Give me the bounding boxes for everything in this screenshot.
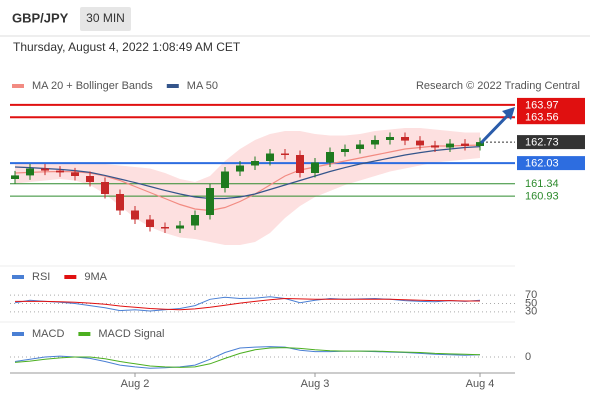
x-tick-label: Aug 4 <box>466 378 495 390</box>
candle-body <box>371 140 379 145</box>
candle-body <box>56 170 64 173</box>
timestamp: Thursday, August 4, 2022 1:08:49 AM CET <box>13 40 241 54</box>
y-tick-label: 50 <box>525 297 537 309</box>
candle-body <box>71 172 79 176</box>
indicator-line <box>14 296 481 312</box>
candle-body <box>476 142 484 146</box>
price-tag-label: 162.03 <box>525 158 559 170</box>
source-credit: Research © 2022 Trading Central <box>416 80 580 92</box>
candle-body <box>416 140 424 146</box>
x-tick-label: Aug 2 <box>121 378 150 390</box>
candle-body <box>431 145 439 148</box>
price-tag <box>517 135 585 150</box>
candle-body <box>266 153 274 161</box>
plot-layer: MA 20 + Bollinger Bands MA 50 Research © 2… <box>10 80 585 390</box>
price-level-label: 160.93 <box>525 191 559 203</box>
price-tag-label: 162.73 <box>525 137 559 149</box>
candle-body <box>356 144 364 149</box>
legend-label: 9MA <box>84 271 107 283</box>
legend-label: MA 50 <box>187 80 218 92</box>
forecast-arrow <box>479 111 512 145</box>
candle-body <box>86 176 94 182</box>
candle-body <box>251 161 259 166</box>
moving-average <box>14 146 481 200</box>
candle-body <box>11 175 19 179</box>
legend-label: MA 20 + Bollinger Bands <box>32 80 153 92</box>
timeframe-label[interactable]: 30 MIN <box>86 11 125 25</box>
forecast-arrowhead <box>502 107 515 120</box>
candle-body <box>236 165 244 172</box>
candle-body <box>281 153 289 155</box>
price-tag <box>517 110 585 125</box>
legend-label: RSI <box>32 271 50 283</box>
candle-body <box>461 143 469 146</box>
candle-body <box>146 219 154 227</box>
candle-body <box>206 188 214 215</box>
price-tag <box>517 156 585 171</box>
candle-body <box>191 215 199 226</box>
price-level-label: 161.34 <box>525 178 559 190</box>
indicator-line <box>15 297 480 311</box>
candle-body <box>326 152 334 163</box>
symbol: GBP/JPY <box>12 10 69 25</box>
candle-body <box>221 171 229 188</box>
price-tag <box>517 97 585 112</box>
candle-body <box>311 162 319 173</box>
candle-body <box>41 168 49 171</box>
candle-body <box>446 143 454 148</box>
y-tick-label: 30 <box>525 306 537 318</box>
timeframe-button[interactable] <box>80 7 131 31</box>
price-tag-label: 163.56 <box>525 112 559 124</box>
y-tick-label: 0 <box>525 351 531 363</box>
x-tick-label: Aug 3 <box>301 378 330 390</box>
candle-body <box>101 182 109 194</box>
candle-body <box>401 137 409 141</box>
indicator-line <box>14 347 481 368</box>
candle-body <box>161 227 169 229</box>
candle-body <box>26 168 34 176</box>
price-tag-label: 163.97 <box>525 99 559 111</box>
candle-body <box>116 194 124 211</box>
candle-body <box>386 137 394 140</box>
candle-body <box>296 155 304 173</box>
legend-label: MACD <box>32 328 64 340</box>
candle-body <box>176 225 184 229</box>
candle-body <box>131 210 139 220</box>
legend-label: MACD Signal <box>98 328 164 340</box>
candle-body <box>341 149 349 152</box>
y-tick-label: 70 <box>525 289 537 301</box>
